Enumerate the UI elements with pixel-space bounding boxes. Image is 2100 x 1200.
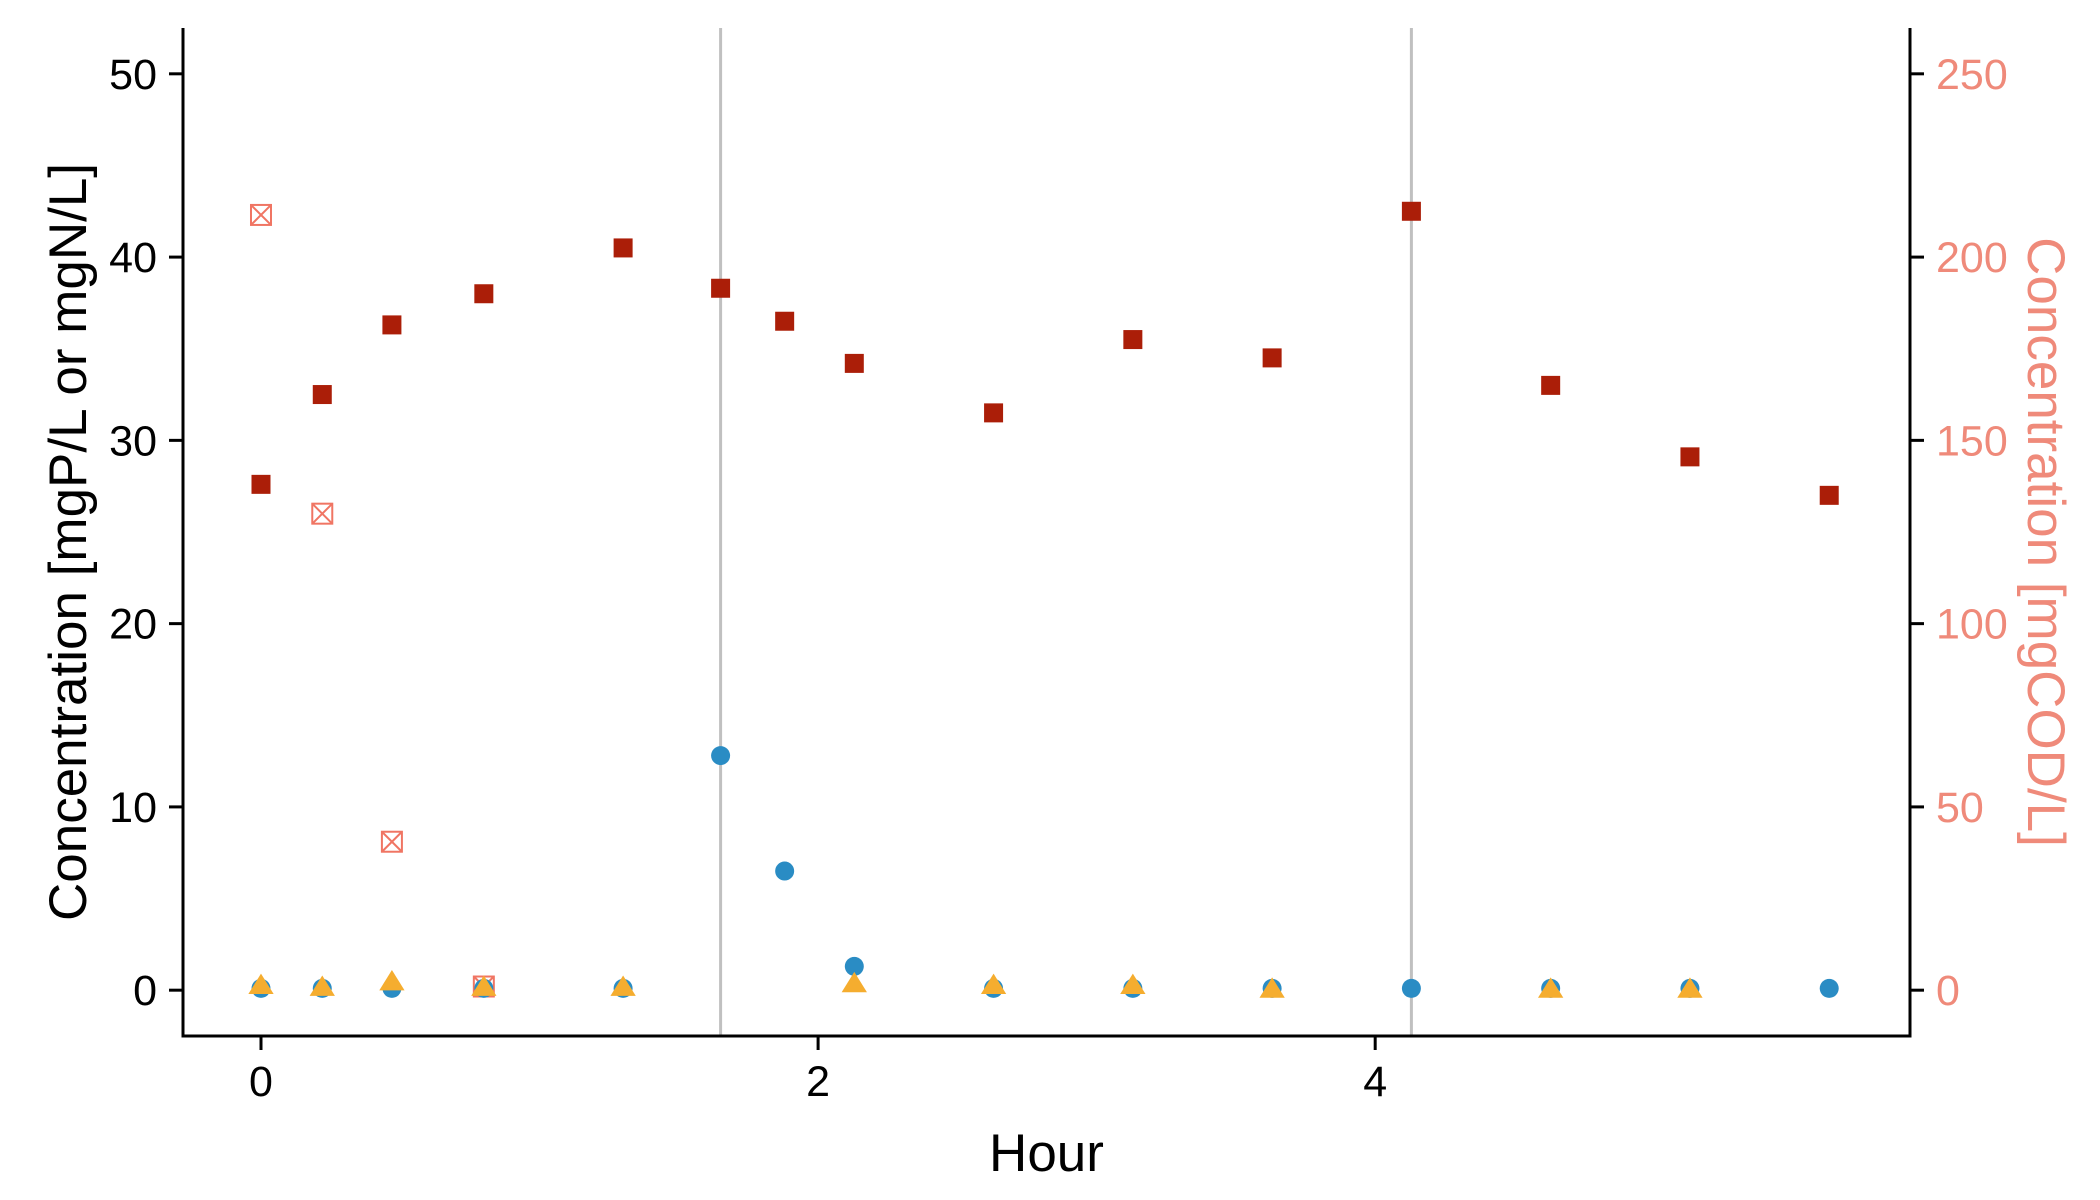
triangle-point [1120, 973, 1146, 995]
crossed-square-outline [380, 830, 403, 853]
square-point [984, 403, 1004, 423]
crossed-square-point [311, 502, 334, 525]
square-point [844, 353, 864, 373]
right-y-axis-ticks: 0 50 100 150 200 250 [1910, 51, 2008, 1015]
triangle-point [1538, 977, 1564, 998]
crossed-square-outline [249, 203, 272, 226]
triangle-point [1677, 977, 1703, 998]
left-y-tick-label: 40 [109, 234, 157, 282]
square-point [312, 385, 332, 405]
square-point [474, 284, 494, 304]
circle-point [775, 861, 795, 881]
square-point [1680, 447, 1700, 467]
crossed-square-diagonal [381, 831, 403, 853]
circle-point [844, 956, 864, 976]
left-y-tick-label: 50 [109, 51, 157, 99]
square-point [711, 278, 731, 298]
triangle-point [980, 973, 1007, 995]
crossed-square-outline [311, 502, 334, 525]
square-point [1123, 330, 1143, 350]
square-point [613, 238, 633, 258]
square-point [1262, 348, 1282, 368]
triangle-point [1259, 977, 1285, 998]
left-y-tick-label: 0 [133, 967, 157, 1015]
triangle-point [841, 971, 867, 993]
circle-point [1819, 978, 1839, 998]
crossed-square-point [380, 830, 403, 853]
x-tick-label: 4 [1363, 1058, 1387, 1106]
right-y-tick-label: 250 [1936, 51, 2008, 99]
left-y-axis-ticks: 0 10 20 30 40 50 [109, 51, 183, 1015]
x-axis-title: Hour [989, 1124, 1104, 1183]
crossed-square-diagonal [250, 204, 272, 226]
triangle-point [610, 975, 636, 996]
vertical-reference-lines [719, 28, 1413, 1036]
square-point [251, 474, 271, 494]
left-y-tick-label: 30 [109, 417, 157, 465]
square-point [382, 315, 402, 335]
circle-point [1401, 978, 1421, 998]
right-y-tick-label: 100 [1936, 601, 2008, 649]
square-point [775, 311, 795, 331]
square-point [1401, 201, 1421, 221]
triangle-point [379, 970, 405, 991]
left-y-tick-label: 10 [109, 784, 157, 832]
right-y-tick-label: 150 [1936, 417, 2008, 465]
triangle-point [471, 975, 497, 996]
data-points [248, 201, 1839, 998]
left-y-axis-title: Concentration [mgP/L or mgN/L] [39, 163, 98, 921]
square-point [1541, 375, 1561, 395]
x-tick-label: 2 [806, 1058, 830, 1106]
right-y-tick-label: 200 [1936, 234, 2008, 282]
crossed-square-diagonal [311, 502, 333, 525]
left-y-tick-label: 20 [109, 601, 157, 649]
x-axis-ticks: 0 2 4 [249, 1036, 1387, 1106]
right-y-tick-label: 0 [1936, 967, 1960, 1015]
x-tick-label: 0 [249, 1058, 273, 1106]
circle-point [711, 746, 731, 766]
right-y-axis-title: Concentration [mgCOD/L] [2016, 237, 2075, 847]
crossed-square-point [249, 203, 272, 226]
triangle-point [309, 975, 335, 996]
square-point [1819, 485, 1839, 505]
triangle-point [248, 973, 274, 995]
right-y-tick-label: 50 [1936, 784, 1984, 832]
